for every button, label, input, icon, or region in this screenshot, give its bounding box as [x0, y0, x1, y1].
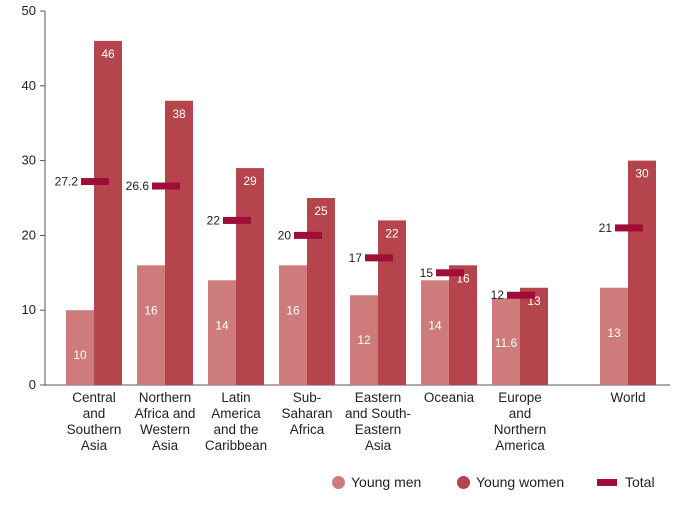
- bar-young-men: [208, 280, 236, 385]
- data-label-young-men: 11.6: [495, 336, 518, 350]
- x-category-label: and: [83, 406, 106, 421]
- bar-young-women: [236, 168, 264, 385]
- x-category-label: Africa and: [135, 406, 196, 421]
- x-category-label: and South-: [345, 406, 411, 421]
- x-category-label: America: [495, 438, 545, 453]
- x-category-label: Northern: [139, 390, 192, 405]
- data-label-total: 26.6: [126, 179, 150, 193]
- bar-young-men: [279, 265, 307, 385]
- legend-swatch-young-women: [457, 475, 470, 489]
- bar-young-women: [165, 100, 193, 385]
- data-label-young-men: 16: [286, 303, 300, 317]
- data-label-young-women: 38: [172, 107, 186, 121]
- bar-young-men: [421, 280, 449, 385]
- data-label-total: 27.2: [55, 175, 79, 189]
- x-category-label: Sub-: [293, 390, 322, 405]
- x-category-label: Northern: [494, 422, 547, 437]
- legend-swatch-total: [597, 478, 617, 486]
- bar-young-women: [94, 40, 122, 386]
- total-marker: [365, 254, 393, 262]
- data-label-young-men: 16: [144, 303, 158, 317]
- data-label-total: 12: [491, 288, 505, 302]
- legend-label-total: Total: [625, 474, 655, 490]
- total-marker: [223, 216, 251, 224]
- bar-young-women: [378, 220, 406, 385]
- legend-swatch-young-men: [332, 475, 345, 489]
- bar-young-women: [307, 198, 335, 385]
- data-label-total: 22: [207, 213, 221, 227]
- data-label-total: 15: [420, 266, 434, 280]
- data-label-young-men: 14: [428, 318, 442, 332]
- x-category-label: World: [610, 390, 645, 405]
- legend-item-total: Total: [597, 470, 655, 494]
- data-label-young-men: 10: [73, 348, 87, 362]
- data-label-total: 21: [599, 221, 613, 235]
- bar-young-men: [137, 265, 165, 385]
- y-tick-label: 0: [29, 377, 36, 392]
- legend-label-young-women: Young women: [476, 474, 565, 490]
- data-label-young-women: 22: [385, 226, 399, 240]
- x-category-label: Asia: [81, 438, 108, 453]
- legend: Young men Young women Total: [0, 470, 700, 494]
- x-category-label: Southern: [67, 422, 122, 437]
- x-category-label: Europe: [498, 390, 542, 405]
- data-label-young-women: 30: [635, 167, 649, 181]
- total-marker: [81, 178, 109, 186]
- y-tick-label: 10: [22, 302, 36, 317]
- x-category-label: Western: [140, 422, 190, 437]
- data-label-young-women: 46: [101, 47, 115, 61]
- x-category-label: Latin: [221, 390, 250, 405]
- total-marker: [294, 231, 322, 239]
- x-category-label: Africa: [290, 422, 325, 437]
- x-category-label: and the: [213, 422, 258, 437]
- bar-young-women: [520, 287, 548, 385]
- x-category-label: Saharan: [281, 406, 332, 421]
- bar-young-men: [350, 295, 378, 385]
- x-category-label: Asia: [152, 438, 179, 453]
- legend-item-young-men: Young men: [332, 470, 421, 494]
- data-label-young-women: 25: [314, 204, 328, 218]
- x-category-label: Oceania: [424, 390, 475, 405]
- data-label-young-men: 14: [215, 318, 229, 332]
- y-tick-label: 20: [22, 227, 36, 242]
- x-category-label: and: [509, 406, 532, 421]
- y-tick-label: 40: [22, 78, 36, 93]
- legend-item-young-women: Young women: [457, 470, 564, 494]
- bar-young-women: [628, 160, 656, 385]
- y-tick-label: 30: [22, 153, 36, 168]
- total-marker: [436, 269, 464, 277]
- x-category-label: Central: [72, 390, 116, 405]
- bar-young-women: [449, 265, 477, 385]
- data-label-young-women: 29: [243, 174, 257, 188]
- x-category-label: America: [211, 406, 261, 421]
- x-category-label: Asia: [365, 438, 392, 453]
- bar-young-men: [600, 287, 628, 385]
- x-category-label: Eastern: [355, 422, 402, 437]
- x-category-label: Caribbean: [205, 438, 267, 453]
- data-label-young-men: 13: [607, 326, 621, 340]
- total-marker: [507, 291, 535, 299]
- x-category-label: Eastern: [355, 390, 402, 405]
- data-label-total: 20: [278, 228, 292, 242]
- total-marker: [615, 224, 643, 232]
- bar-young-men: [492, 298, 520, 385]
- y-tick-label: 50: [22, 3, 36, 18]
- total-marker: [152, 182, 180, 190]
- data-label-young-men: 12: [357, 333, 371, 347]
- bar-young-men: [66, 310, 94, 385]
- bar-chart: 01020304050104627.2CentralandSouthernAsi…: [22, 3, 670, 453]
- data-label-total: 17: [349, 251, 363, 265]
- legend-label-young-men: Young men: [351, 474, 422, 490]
